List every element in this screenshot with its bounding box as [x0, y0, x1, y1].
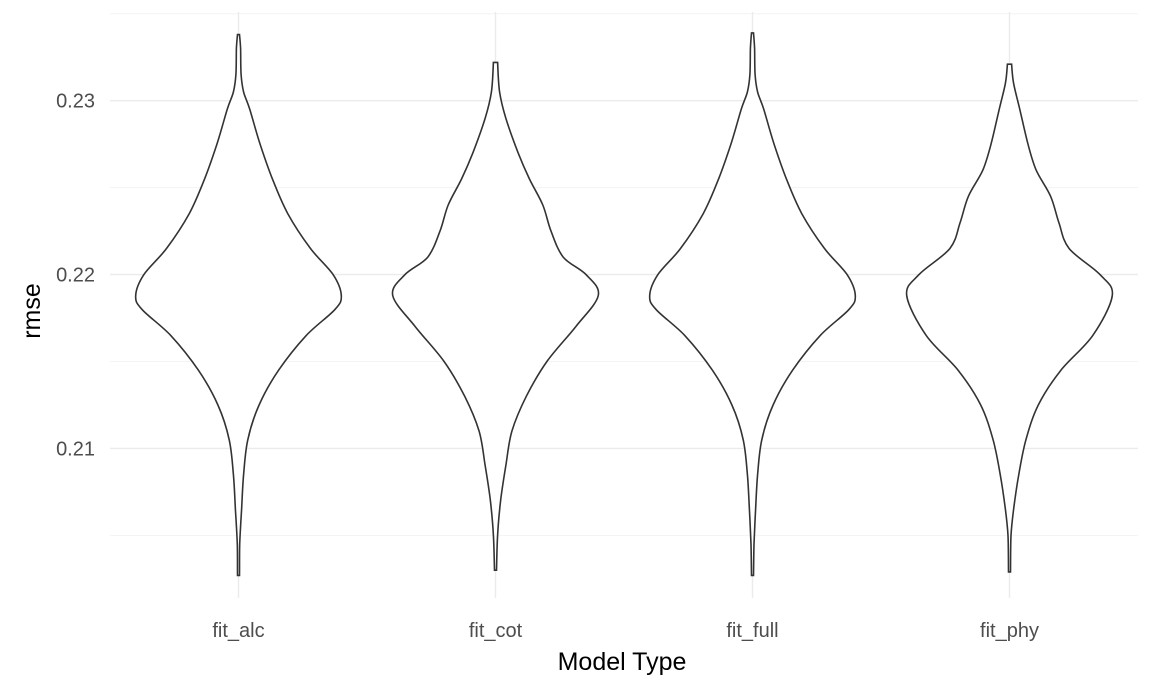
- y-axis-title: rmse: [18, 283, 46, 339]
- x-axis-ticks: fit_alc fit_cot fit_full fit_phy: [212, 620, 1039, 642]
- x-axis-title: Model Type: [558, 648, 687, 676]
- y-tick-label: 0.22: [56, 265, 95, 287]
- violin-fit-alc: [134, 33, 343, 577]
- x-tick-label: fit_full: [726, 620, 778, 642]
- violin-fit-phy: [905, 63, 1114, 573]
- x-tick-label: fit_phy: [980, 620, 1039, 642]
- y-axis-ticks: 0.21 0.22 0.23: [56, 91, 95, 461]
- y-tick-label: 0.23: [56, 91, 95, 113]
- y-tick-label: 0.21: [56, 438, 95, 460]
- x-tick-label: fit_alc: [212, 620, 264, 642]
- x-tick-label: fit_cot: [469, 620, 523, 642]
- violin-fit-cot: [391, 61, 600, 571]
- violins: [134, 32, 1114, 577]
- violin-fit-full: [648, 32, 857, 577]
